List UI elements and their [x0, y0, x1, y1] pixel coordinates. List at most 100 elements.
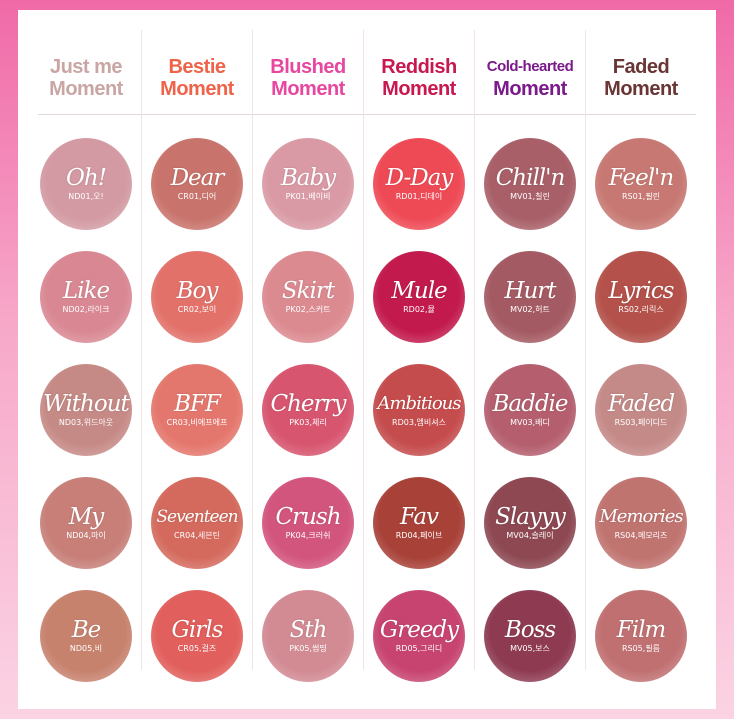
column-title-line1: Faded: [612, 56, 670, 78]
column-rd: Reddish Moment D-Day RD01,디데이 Mule RD02,뮬 Ambi…: [364, 30, 475, 682]
swatch-name: Skirt: [281, 278, 335, 304]
swatch-circle: Seventeen CR04,세븐틴: [151, 477, 243, 569]
swatch-rs-5[interactable]: Film RS05,필름: [595, 590, 687, 682]
swatch-mv-4[interactable]: Slayyy MV04,슬레이: [484, 477, 576, 569]
swatch-code: ND04,마이: [66, 531, 106, 540]
swatch-code: PK04,크러쉬: [285, 531, 331, 540]
swatch-circle: BFF CR03,비에프에프: [151, 364, 243, 456]
swatch-rd-5[interactable]: Greedy RD05,그리디: [373, 590, 465, 682]
swatch-code: MV03,배디: [510, 418, 550, 427]
swatch-rs-3[interactable]: Faded RS03,페이디드: [595, 364, 687, 456]
swatch-nd-5[interactable]: Be ND05,비: [40, 590, 132, 682]
column-mv: Cold-hearted Moment Chill'n MV01,칠린 Hurt MV02…: [475, 30, 586, 682]
swatch-cr-4[interactable]: Seventeen CR04,세븐틴: [151, 477, 243, 569]
swatch-mv-2[interactable]: Hurt MV02,허트: [484, 251, 576, 343]
swatch-code: ND02,라이크: [62, 305, 110, 314]
swatch-circle: Chill'n MV01,칠린: [484, 138, 576, 230]
swatch-rs-4[interactable]: Memories RS04,메모리즈: [595, 477, 687, 569]
column-header: Reddish Moment: [364, 56, 474, 100]
swatch-circle: Boss MV05,보스: [484, 590, 576, 682]
column-title-line1: Blushed: [270, 56, 346, 78]
swatch-name: Boy: [176, 278, 219, 304]
swatch-code: ND01,오!: [68, 192, 104, 201]
swatch-pk-2[interactable]: Skirt PK02,스커트: [262, 251, 354, 343]
column-title-line1: Cold-hearted: [486, 58, 574, 75]
swatch-name: Boss: [504, 617, 556, 643]
swatch-name: Mule: [391, 278, 447, 304]
swatch-name: Faded: [607, 391, 675, 417]
swatch-nd-3[interactable]: Without ND03,위드아웃: [40, 364, 132, 456]
swatch-name: Oh!: [66, 165, 107, 191]
swatch-mv-3[interactable]: Baddie MV03,배디: [484, 364, 576, 456]
swatch-circle: My ND04,마이: [40, 477, 132, 569]
swatch-code: RS03,페이디드: [614, 418, 668, 427]
header-divider: [38, 114, 696, 115]
swatch-circle: Skirt PK02,스커트: [262, 251, 354, 343]
swatch-rd-2[interactable]: Mule RD02,뮬: [373, 251, 465, 343]
swatch-code: RD05,그리디: [395, 644, 443, 653]
swatch-code: CR01,디어: [177, 192, 217, 201]
swatch-code: RD01,디데이: [395, 192, 443, 201]
swatch-name: Like: [62, 278, 110, 304]
column-header: Cold-hearted Moment: [475, 56, 585, 100]
swatch-pk-5[interactable]: Sth PK05,썸띵: [262, 590, 354, 682]
swatch-pk-3[interactable]: Cherry PK03,체리: [262, 364, 354, 456]
column-title-line2: Moment: [493, 78, 567, 100]
swatch-circle: Hurt MV02,허트: [484, 251, 576, 343]
swatch-cr-5[interactable]: Girls CR05,걸즈: [151, 590, 243, 682]
swatch-code: RS01,필린: [621, 192, 661, 201]
swatch-circle: Memories RS04,메모리즈: [595, 477, 687, 569]
swatch-chart-card: Just me Moment Oh! ND01,오! Like ND02,라이크 Witho…: [18, 10, 716, 709]
column-title-line2: Moment: [604, 78, 678, 100]
swatch-cr-1[interactable]: Dear CR01,디어: [151, 138, 243, 230]
swatch-cr-2[interactable]: Boy CR02,보이: [151, 251, 243, 343]
swatch-mv-1[interactable]: Chill'n MV01,칠린: [484, 138, 576, 230]
swatch-name: Ambitious: [377, 393, 461, 414]
swatch-circle: Crush PK04,크러쉬: [262, 477, 354, 569]
swatch-circle: Oh! ND01,오!: [40, 138, 132, 230]
swatch-nd-4[interactable]: My ND04,마이: [40, 477, 132, 569]
swatch-circle: Dear CR01,디어: [151, 138, 243, 230]
swatch-circle: Sth PK05,썸띵: [262, 590, 354, 682]
swatch-circle: Boy CR02,보이: [151, 251, 243, 343]
swatch-name: Cherry: [270, 391, 346, 417]
swatch-rs-1[interactable]: Feel'n RS01,필린: [595, 138, 687, 230]
column-nd: Just me Moment Oh! ND01,오! Like ND02,라이크 Witho…: [31, 30, 142, 682]
swatch-nd-1[interactable]: Oh! ND01,오!: [40, 138, 132, 230]
swatch-nd-2[interactable]: Like ND02,라이크: [40, 251, 132, 343]
column-header: Bestie Moment: [142, 56, 252, 100]
swatch-rs-2[interactable]: Lyrics RS02,리릭스: [595, 251, 687, 343]
swatch-mv-5[interactable]: Boss MV05,보스: [484, 590, 576, 682]
swatch-name: My: [68, 504, 105, 530]
column-title-line1: Bestie: [168, 56, 226, 78]
swatch-name: Greedy: [379, 617, 459, 643]
swatch-name: Lyrics: [608, 278, 675, 304]
swatch-rd-4[interactable]: Fav RD04,페이브: [373, 477, 465, 569]
swatch-name: Baddie: [492, 391, 568, 417]
swatch-code: PK03,체리: [289, 418, 327, 427]
swatch-name: Fav: [399, 504, 439, 530]
column-title-line1: Just me: [49, 56, 123, 78]
swatch-pk-1[interactable]: Baby PK01,베이비: [262, 138, 354, 230]
swatch-rd-1[interactable]: D-Day RD01,디데이: [373, 138, 465, 230]
swatch-pk-4[interactable]: Crush PK04,크러쉬: [262, 477, 354, 569]
swatch-code: RD04,페이브: [395, 531, 443, 540]
swatch-name: Feel'n: [608, 165, 674, 191]
swatch-circle: Faded RS03,페이디드: [595, 364, 687, 456]
swatch-name: Chill'n: [495, 165, 566, 191]
swatch-circle: Without ND03,위드아웃: [40, 364, 132, 456]
swatch-code: CR03,비에프에프: [166, 418, 228, 427]
column-header: Blushed Moment: [253, 56, 363, 100]
swatch-name: Seventeen: [156, 507, 238, 527]
swatch-rd-3[interactable]: Ambitious RD03,엠비셔스: [373, 364, 465, 456]
swatch-code: ND05,비: [69, 644, 103, 653]
swatch-name: Crush: [275, 504, 341, 530]
swatch-cr-3[interactable]: BFF CR03,비에프에프: [151, 364, 243, 456]
swatch-circle: Be ND05,비: [40, 590, 132, 682]
swatch-name: Slayyy: [495, 504, 566, 530]
swatch-circle: Baby PK01,베이비: [262, 138, 354, 230]
swatch-code: PK05,썸띵: [289, 644, 327, 653]
swatch-code: RS05,필름: [621, 644, 661, 653]
swatch-circle: Like ND02,라이크: [40, 251, 132, 343]
swatch-code: CR02,보이: [177, 305, 217, 314]
